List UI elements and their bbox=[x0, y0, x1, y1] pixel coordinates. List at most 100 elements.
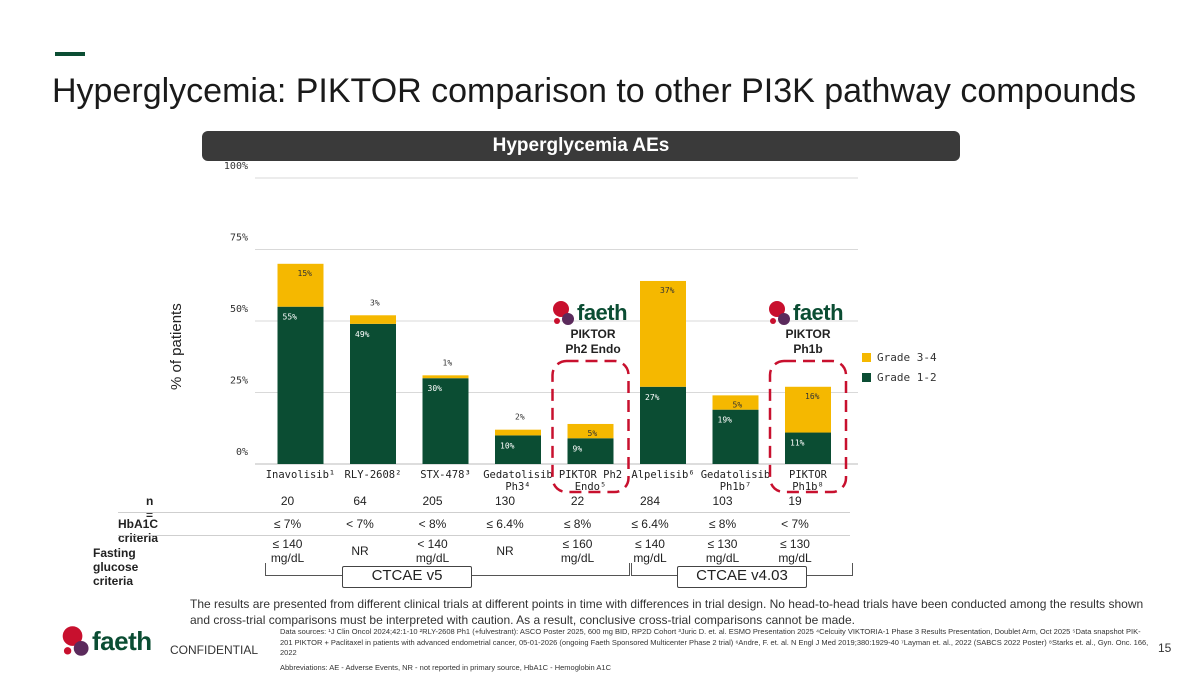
y-tick-label: 50% bbox=[230, 304, 248, 315]
data-label-grade-3-4: 3% bbox=[370, 298, 380, 307]
table-cell: 22 bbox=[570, 494, 585, 508]
table-cell: 103 bbox=[712, 494, 733, 508]
legend-label-grade-1-2: Grade 1-2 bbox=[877, 370, 937, 384]
bar-grade-3-4 bbox=[712, 395, 759, 410]
table-cell: NR bbox=[315, 544, 405, 558]
table-cell: ≤ 160 mg/dL bbox=[533, 537, 623, 565]
table-cell: 20 bbox=[280, 494, 295, 508]
cell-line: NR bbox=[351, 544, 369, 558]
bar-grade-3-4 bbox=[785, 386, 831, 433]
title-accent-bar bbox=[55, 52, 85, 56]
table-cell: < 140 mg/dL bbox=[388, 537, 478, 565]
annotation-line2: Ph1b bbox=[793, 342, 823, 356]
annotation-line1: PIKTOR bbox=[785, 327, 831, 341]
highlight-dashed-box bbox=[768, 359, 848, 494]
table-cell: ≤ 130 mg/dL bbox=[750, 537, 840, 565]
ctcae-v403-label: CTCAE v4.03 bbox=[677, 566, 807, 588]
table-cell: < 7% bbox=[346, 517, 374, 531]
legend-label-grade-3-4: Grade 3-4 bbox=[877, 350, 937, 364]
legend-item-grade-1-2: Grade 1-2 bbox=[862, 367, 937, 387]
table-cell: < 8% bbox=[418, 517, 447, 531]
table-divider bbox=[118, 512, 850, 513]
hba1c-row-label: HbA1C criteria bbox=[118, 517, 159, 545]
y-tick-label: 0% bbox=[236, 447, 248, 458]
annotation-logo-ph1b: faeth bbox=[767, 300, 844, 326]
x-tick-label: RLY-2608² bbox=[345, 469, 402, 481]
table-cell: NR bbox=[460, 544, 550, 558]
y-tick-label: 25% bbox=[230, 376, 248, 387]
table-divider bbox=[118, 535, 850, 536]
data-label-grade-1-2: 55% bbox=[283, 313, 298, 322]
cell-line: ≤ 160 bbox=[562, 537, 593, 551]
faeth-logo-icon bbox=[769, 301, 790, 325]
footer-logo: faeth bbox=[60, 625, 152, 657]
page-number: 15 bbox=[1158, 641, 1172, 655]
table-cell: ≤ 8% bbox=[563, 517, 592, 531]
legend-swatch-grade-3-4 bbox=[862, 352, 871, 362]
chart-header: Hyperglycemia AEs bbox=[202, 131, 960, 161]
bar-grade-3-4 bbox=[495, 429, 541, 436]
ctcae-v5-label: CTCAE v5 bbox=[342, 566, 472, 588]
faeth-logo-text: faeth bbox=[92, 625, 152, 656]
data-label-grade-1-2: 11% bbox=[790, 439, 805, 448]
x-tick-label: STX-478³ bbox=[420, 469, 471, 481]
bar-grade-3-4 bbox=[567, 423, 614, 439]
chart-legend: Grade 3-4 Grade 1-2 bbox=[862, 347, 937, 387]
highlight-dashed-box bbox=[551, 359, 630, 494]
x-tick-label: PIKTOR Ph2 Endo⁵ bbox=[559, 469, 622, 493]
table-cell: 205 bbox=[422, 494, 443, 508]
data-label-grade-1-2: 10% bbox=[500, 441, 515, 450]
cell-line: < 140 bbox=[417, 537, 448, 551]
cell-unit: mg/dL bbox=[415, 551, 450, 565]
page-title: Hyperglycemia: PIKTOR comparison to othe… bbox=[52, 72, 1137, 110]
data-label-grade-1-2: 30% bbox=[428, 384, 443, 393]
cell-line: ≤ 140 bbox=[635, 537, 665, 551]
faeth-logo-text: faeth bbox=[577, 300, 628, 325]
bar-grade-1-2 bbox=[422, 378, 469, 464]
x-tick-label: Alpelisib⁶ bbox=[631, 469, 694, 481]
bar-grade-3-4 bbox=[422, 375, 469, 379]
data-label-grade-1-2: 49% bbox=[355, 330, 370, 339]
bar-grade-1-2 bbox=[495, 435, 541, 464]
data-label-grade-3-4: 16% bbox=[805, 392, 820, 401]
cell-line: NR bbox=[496, 544, 514, 558]
x-tick-label: Gedatolisib Ph1b⁷ bbox=[701, 469, 771, 493]
data-label-grade-1-2: 19% bbox=[718, 416, 733, 425]
table-cell: ≤ 140 mg/dL bbox=[605, 537, 695, 565]
legend-item-grade-3-4: Grade 3-4 bbox=[862, 347, 937, 367]
cell-unit: mg/dL bbox=[560, 551, 595, 565]
table-cell: 64 bbox=[353, 494, 367, 508]
cell-line: ≤ 130 bbox=[780, 537, 810, 551]
data-label-grade-3-4: 1% bbox=[443, 358, 453, 367]
annotation-label-ph1b: PIKTOR Ph1b bbox=[763, 327, 853, 357]
n-row-label: n = bbox=[146, 494, 154, 522]
table-cell: ≤ 8% bbox=[708, 517, 737, 531]
faeth-logo-icon bbox=[62, 626, 89, 656]
faeth-logo-icon bbox=[553, 301, 574, 325]
table-cell: ≤ 140 mg/dL bbox=[243, 537, 333, 565]
bar-grade-1-2 bbox=[640, 386, 686, 464]
table-cell: ≤ 7% bbox=[273, 517, 302, 531]
y-tick-label: 75% bbox=[230, 233, 248, 244]
cell-unit: mg/dL bbox=[270, 551, 305, 565]
table-cell: ≤ 130 mg/dL bbox=[678, 537, 768, 565]
bar-grade-3-4 bbox=[350, 315, 396, 324]
data-label-grade-1-2: 27% bbox=[645, 393, 660, 402]
data-label-grade-1-2: 9% bbox=[573, 444, 583, 453]
abbreviations: Abbreviations: AE - Adverse Events, NR -… bbox=[280, 663, 611, 672]
cell-line: ≤ 140 bbox=[272, 537, 303, 551]
x-tick-label: PIKTOR Ph1b⁸ bbox=[789, 469, 828, 493]
data-label-grade-3-4: 15% bbox=[298, 269, 313, 278]
cell-unit: mg/dL bbox=[705, 551, 740, 565]
glucose-row-label: Fasting glucose criteria bbox=[93, 546, 139, 588]
bar-grade-1-2 bbox=[277, 306, 324, 464]
bar-grade-1-2 bbox=[350, 323, 396, 464]
cell-line: ≤ 130 bbox=[707, 537, 738, 551]
annotation-line1: PIKTOR bbox=[570, 327, 616, 341]
faeth-logo-text: faeth bbox=[793, 300, 844, 325]
data-sources: Data sources: ¹J Clin Oncol 2024;42:1-10… bbox=[280, 627, 1149, 657]
annotation-label-ph2-endo: PIKTOR Ph2 Endo bbox=[548, 327, 638, 357]
legend-swatch-grade-1-2 bbox=[862, 372, 871, 382]
data-label-grade-3-4: 2% bbox=[515, 413, 525, 422]
table-cell: 284 bbox=[639, 494, 661, 508]
